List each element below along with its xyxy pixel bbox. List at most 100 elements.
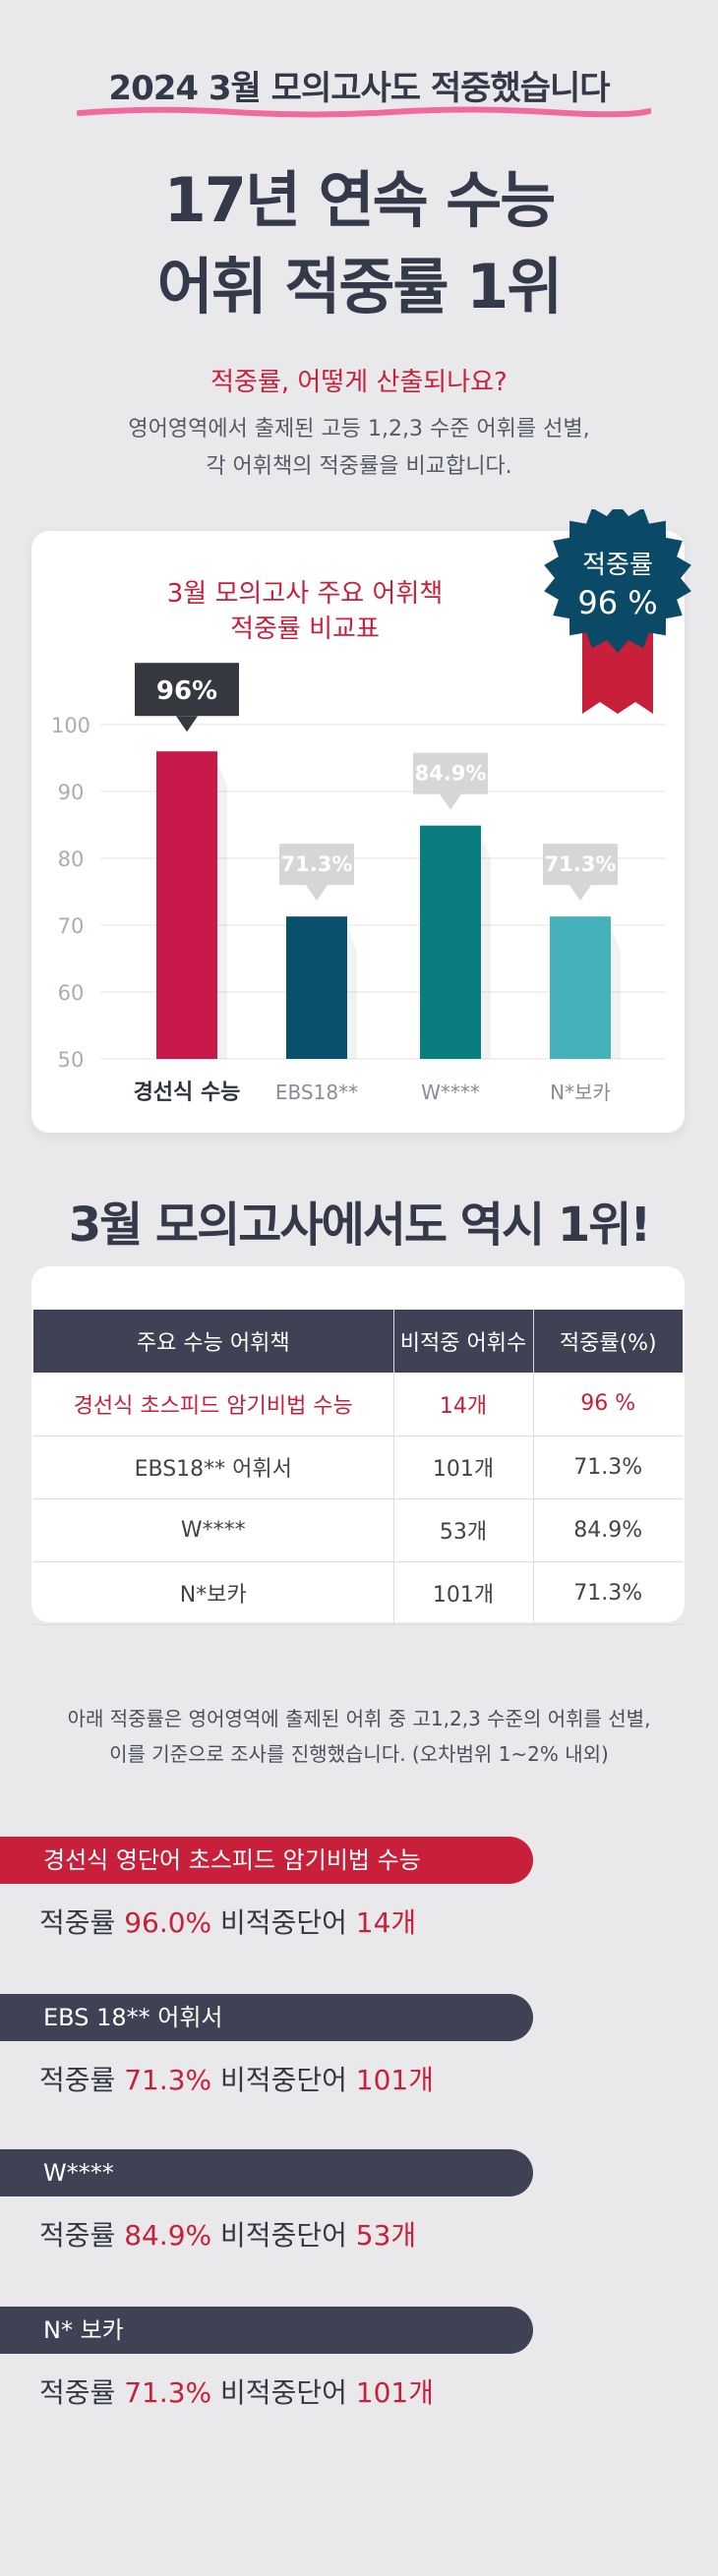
table-cell-rate: 71.3%: [532, 1435, 683, 1499]
table-cell-book: N*보카: [33, 1561, 393, 1625]
summary-line: 적중률 84.9% 비적중단어 53개: [39, 2214, 416, 2254]
bar: [550, 916, 611, 1059]
table-cell-rate: 71.3%: [532, 1561, 683, 1625]
y-tick-label: 90: [58, 781, 85, 804]
y-tick-label: 80: [58, 848, 85, 871]
category-label: W****: [421, 1081, 480, 1104]
data-label: 71.3%: [281, 852, 353, 876]
main-title-line2: 어휘 적중률 1위: [156, 251, 564, 322]
data-label: 84.9%: [415, 762, 487, 786]
bar-shadow: [347, 926, 357, 1059]
summary-rate: 71.3%: [124, 2376, 212, 2409]
summary-miss-label: 비적중단어: [220, 2376, 347, 2409]
data-label: 96%: [156, 676, 217, 706]
table-row: 경선식 초스피드 암기비법 수능 14개 96 %: [33, 1373, 683, 1436]
category-label: EBS18**: [275, 1081, 358, 1104]
table-header-miss: 비적중 어휘수: [392, 1310, 533, 1373]
summary-label: W****: [0, 2149, 533, 2196]
summary-item: N* 보카 적중률 71.3% 비적중단어 101개: [0, 2307, 718, 2434]
method-note-line1: 아래 적중률은 영어영역에 출제된 어휘 중 고1,2,3 수준의 어휘를 선별…: [67, 1707, 651, 1730]
data-callout-pointer: [306, 885, 328, 902]
bar: [286, 916, 347, 1059]
summary-rate: 71.3%: [124, 2064, 212, 2096]
method-note: 아래 적중률은 영어영역에 출제된 어휘 중 고1,2,3 수준의 어휘를 선별…: [0, 1701, 718, 1772]
table-cell-rate: 96 %: [532, 1373, 683, 1436]
summary-rate: 96.0%: [124, 1906, 212, 1939]
hit-rate-badge: 적중률 96 %: [539, 503, 696, 716]
table-header-row: 주요 수능 어휘책 비적중 어휘수 적중률(%): [33, 1310, 683, 1373]
summary-miss: 101개: [355, 2376, 434, 2409]
bar-chart: 3월 모의고사 주요 어휘책 적중률 비교표 100 90 80 70 60 50 96%…: [51, 579, 665, 1105]
table-row: EBS18** 어휘서 101개 71.3%: [33, 1435, 683, 1499]
table-card: 주요 수능 어휘책 비적중 어휘수 적중률(%) 경선식 초스피드 암기비법 수…: [31, 1266, 685, 1625]
section-title: 3월 모의고사에서도 역시 1위!: [68, 1198, 652, 1253]
highlight-underline: [77, 106, 651, 118]
table-cell-book: 경선식 초스피드 암기비법 수능: [33, 1373, 393, 1436]
summary-miss: 14개: [355, 1906, 417, 1939]
comparison-table: 주요 수능 어휘책 비적중 어휘수 적중률(%) 경선식 초스피드 암기비법 수…: [33, 1310, 683, 1625]
table-header-rate: 적중률(%): [532, 1310, 683, 1373]
data-callout: [279, 844, 354, 886]
badge-label: 적중률: [582, 551, 653, 580]
data-callout-pointer: [440, 793, 461, 810]
y-tick-label: 100: [51, 714, 90, 737]
highlight-title: 2024 3월 모의고사도 적중했습니다: [108, 69, 610, 108]
summary-miss-label: 비적중단어: [220, 1906, 347, 1939]
table-row: W**** 53개 84.9%: [33, 1498, 683, 1562]
summary-item: 경선식 영단어 초스피드 암기비법 수능 적중률 96.0% 비적중단어 14개: [0, 1837, 718, 1964]
bar-shadow: [481, 835, 491, 1059]
summary-label: N* 보카: [0, 2307, 533, 2354]
category-label: N*보카: [550, 1081, 611, 1104]
summary-line: 적중률 71.3% 비적중단어 101개: [39, 2371, 434, 2411]
table-cell-miss: 53개: [392, 1498, 533, 1562]
bar-shadow: [611, 926, 621, 1059]
summary-miss: 53개: [355, 2219, 417, 2252]
main-title-line1: 17년 연속 수능: [163, 164, 557, 236]
summary-miss-label: 비적중단어: [220, 2064, 347, 2096]
summary-item: W**** 적중률 84.9% 비적중단어 53개: [0, 2149, 718, 2277]
summary-item: EBS 18** 어휘서 적중률 71.3% 비적중단어 101개: [0, 1994, 718, 2122]
summary-rate-label: 적중률: [39, 1906, 116, 1939]
main-title: 17년 연속 수능 어휘 적중률 1위: [0, 157, 718, 330]
summary-miss: 101개: [355, 2064, 434, 2096]
table-cell-miss: 14개: [392, 1373, 533, 1436]
summary-label: 경선식 영단어 초스피드 암기비법 수능: [0, 1837, 533, 1884]
highlight-wrap: 2024 3월 모의고사도 적중했습니다: [0, 61, 718, 109]
data-callout: [413, 752, 488, 794]
summary-rate-label: 적중률: [39, 2376, 116, 2409]
question-text: 적중률, 어떻게 산출되나요?: [210, 368, 508, 397]
summary-rate-label: 적중률: [39, 2064, 116, 2096]
table-cell-miss: 101개: [392, 1561, 533, 1625]
summary-label: EBS 18** 어휘서: [0, 1994, 533, 2041]
summary-rate: 84.9%: [124, 2219, 212, 2252]
data-label: 71.3%: [545, 852, 617, 876]
question-desc-line1: 영어영역에서 출제된 고등 1,2,3 수준 어휘를 선별,: [128, 417, 590, 441]
data-callout: [135, 663, 239, 717]
question-desc: 영어영역에서 출제된 고등 1,2,3 수준 어휘를 선별, 각 어휘책의 적중…: [0, 411, 718, 486]
table-header-book: 주요 수능 어휘책: [33, 1310, 393, 1373]
data-callout-pointer: [569, 885, 591, 902]
summary-line: 적중률 96.0% 비적중단어 14개: [39, 1902, 416, 1941]
y-tick-label: 70: [58, 914, 85, 938]
summary-rate-label: 적중률: [39, 2219, 116, 2252]
table-cell-miss: 101개: [392, 1435, 533, 1499]
data-callout-pointer: [176, 716, 198, 732]
category-label: 경선식 수능: [134, 1081, 241, 1105]
summary-miss-label: 비적중단어: [220, 2219, 347, 2252]
method-note-line2: 이를 기준으로 조사를 진행했습니다. (오차범위 1~2% 내외): [109, 1742, 609, 1766]
data-callout: [543, 844, 618, 886]
y-tick-label: 50: [58, 1048, 85, 1072]
bar-shadow: [217, 761, 227, 1059]
badge-shape: [544, 503, 691, 714]
bar: [420, 825, 481, 1059]
table-cell-rate: 84.9%: [532, 1498, 683, 1562]
chart-title-line2: 적중률 비교표: [230, 615, 380, 644]
table-row: N*보카 101개 71.3%: [33, 1561, 683, 1625]
table-cell-book: EBS18** 어휘서: [33, 1435, 393, 1499]
chart-title-line1: 3월 모의고사 주요 어휘책: [167, 579, 444, 609]
question-desc-line2: 각 어휘책의 적중률을 비교합니다.: [206, 454, 512, 479]
summary-line: 적중률 71.3% 비적중단어 101개: [39, 2059, 434, 2098]
badge-value: 96 %: [577, 584, 658, 621]
table-cell-book: W****: [33, 1498, 393, 1562]
bar: [156, 751, 217, 1059]
